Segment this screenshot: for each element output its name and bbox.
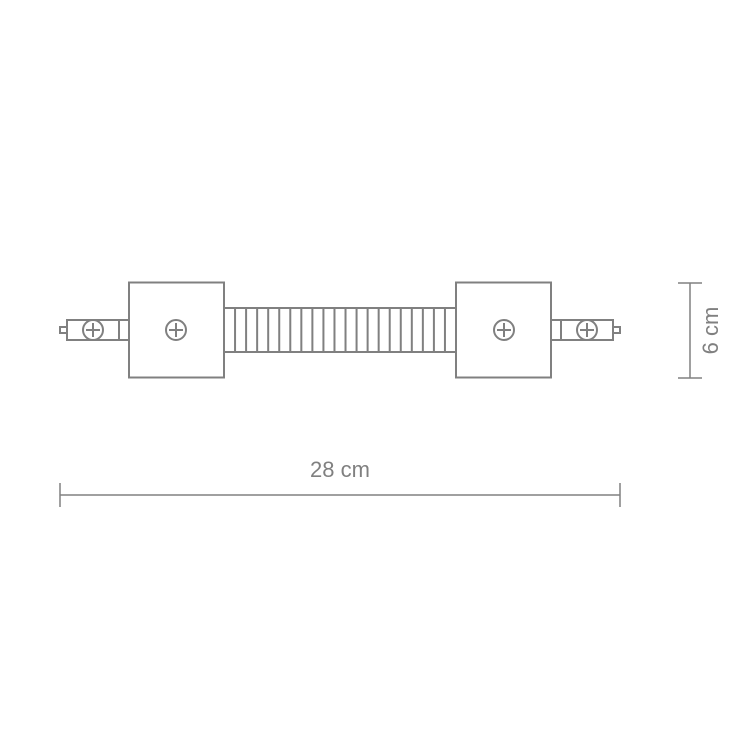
technical-drawing: 28 cm 6 cm: [0, 0, 750, 750]
dim-label-height: 6 cm: [698, 307, 723, 355]
dim-label-width: 28 cm: [310, 457, 370, 482]
end-notch: [60, 327, 67, 333]
end-notch: [613, 327, 620, 333]
